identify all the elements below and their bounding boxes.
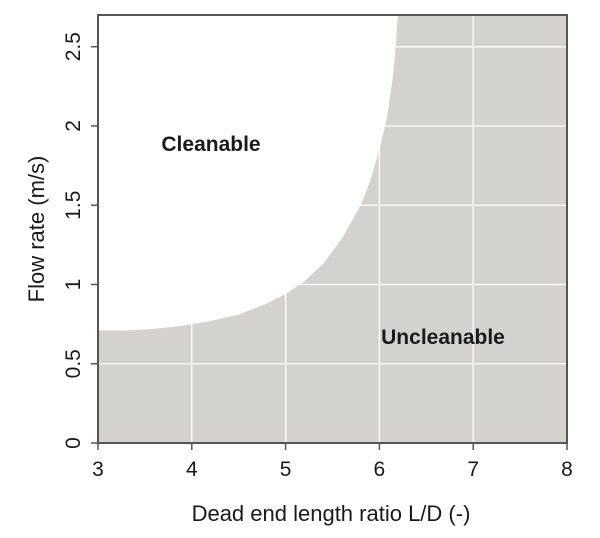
y-tick-label: 2 — [62, 120, 85, 132]
plot-area — [97, 14, 568, 444]
y-tick-label: 0 — [62, 437, 85, 449]
x-axis-title: Dead end length ratio L/D (-) — [192, 501, 471, 526]
y-axis-title: Flow rate (m/s) — [24, 156, 49, 303]
plot-frame — [97, 14, 568, 444]
x-tick-label: 5 — [280, 458, 292, 481]
x-tick-label: 3 — [92, 458, 104, 481]
region-label-cleanable: Cleanable — [161, 133, 260, 156]
y-tick-label: 1 — [62, 279, 85, 291]
x-tick-label: 7 — [467, 458, 479, 481]
y-axis-ticks: 0 0.5 1 1.5 2 2.5 — [62, 32, 98, 449]
y-tick-label: 2.5 — [62, 32, 85, 61]
grid-lines — [98, 15, 567, 443]
uncleanable-region — [98, 15, 567, 443]
x-tick-label: 8 — [561, 458, 573, 481]
y-tick-label: 0.5 — [62, 349, 85, 378]
x-tick-label: 4 — [186, 458, 198, 481]
x-tick-label: 6 — [374, 458, 386, 481]
region-label-uncleanable: Uncleanable — [381, 326, 505, 349]
x-axis-ticks: 3 4 5 6 7 8 — [92, 443, 573, 481]
y-tick-label: 1.5 — [62, 191, 85, 220]
